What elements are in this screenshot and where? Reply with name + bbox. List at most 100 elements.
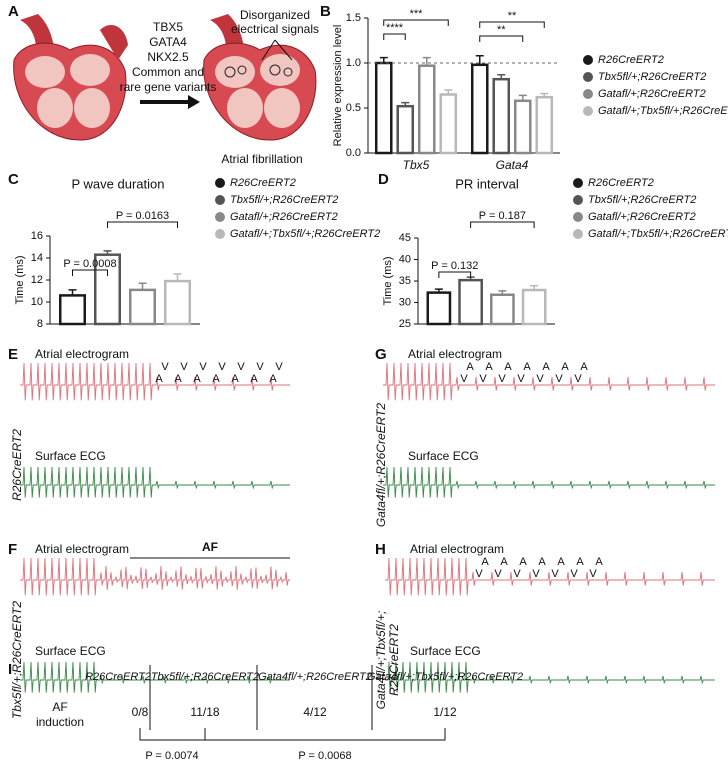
error-bar: [68, 289, 77, 296]
y-axis-label: Time (ms): [382, 256, 394, 305]
marker-label: V: [275, 361, 283, 373]
legend-swatch: [583, 106, 593, 116]
genotype-label: Gata4fl/+;Tbx5fl/+;: [374, 611, 388, 710]
genotype-label: R26CreERT2: [10, 429, 24, 501]
heart: [203, 42, 317, 141]
error-bar: [434, 288, 443, 293]
marker-label: V: [161, 361, 169, 373]
marker-label: A: [481, 556, 489, 568]
panel-label: G: [375, 346, 387, 363]
marker-label: A: [174, 373, 182, 385]
y-tick-label: 1.5: [346, 12, 361, 24]
marker-label: V: [256, 361, 264, 373]
y-tick-label: 8: [37, 318, 43, 330]
marker-label: V: [574, 373, 582, 385]
gene: GATA4: [149, 35, 187, 49]
error-bar: [379, 56, 388, 63]
error-bar: [444, 89, 453, 95]
chamber: [264, 88, 300, 128]
significance: P = 0.132: [431, 260, 478, 272]
af-label: AF: [202, 540, 218, 554]
marker-label: A: [504, 361, 512, 373]
genotype-header: Gata4fl/+;Tbx5fl/+;R26CreERT2: [367, 671, 523, 683]
marker-label: V: [475, 568, 483, 580]
legend-label: Tbx5fl/+;R26CreERT2: [230, 194, 338, 206]
trace: [20, 362, 290, 401]
marker-label: A: [523, 361, 531, 373]
trace-label: Surface ECG: [35, 644, 106, 658]
error-bar: [518, 94, 527, 101]
x-tick-label: Gata4: [496, 158, 529, 172]
marker-label: A: [542, 361, 550, 373]
y-tick-label: 45: [399, 232, 411, 244]
schematic-text: TBX5 GATA4 NKX2.5 Common and rare gene v…: [120, 8, 319, 166]
marker-label: V: [570, 568, 578, 580]
panel-label: H: [375, 541, 386, 558]
callout: electrical signals: [231, 22, 319, 36]
marker-label: V: [494, 568, 502, 580]
marker-label: A: [538, 556, 546, 568]
genotype-label: Gata4fl/+;R26CreERT2: [374, 403, 388, 527]
x-tick-label: Tbx5: [403, 158, 430, 172]
chart-title: P wave duration: [72, 176, 165, 191]
bar: [490, 293, 515, 326]
marker-label: V: [517, 373, 525, 385]
legend-swatch: [573, 195, 583, 205]
marker-label: A: [580, 361, 588, 373]
y-tick-label: 25: [399, 318, 411, 330]
gene-note: Common and: [132, 65, 204, 79]
y-tick-label: 12: [31, 274, 43, 286]
marker-label: A: [561, 361, 569, 373]
error-bar: [401, 101, 410, 107]
bar: [374, 61, 393, 155]
marker-label: A: [193, 373, 201, 385]
error-bar: [103, 250, 112, 255]
marker-label: A: [519, 556, 527, 568]
bar: [426, 291, 452, 326]
y-axis-label: Time (ms): [14, 255, 26, 304]
bracket: [438, 271, 472, 278]
marker-label: V: [237, 361, 245, 373]
legend-label: R26CreERT2: [230, 177, 296, 189]
bar: [129, 288, 156, 326]
comparison: P = 0.0074: [145, 750, 198, 762]
swirl: [224, 66, 236, 78]
marker-label: A: [466, 361, 474, 373]
marker-label: V: [532, 568, 540, 580]
gene-note: rare gene variants: [120, 80, 217, 94]
legend-label: Gatafl/+;Tbx5fl/+;R26CreERT2: [588, 228, 728, 240]
legend-label: Gatafl/+;R26CreERT2: [588, 211, 696, 223]
legend-swatch: [583, 89, 593, 99]
trace-label: Surface ECG: [35, 449, 106, 463]
bar: [439, 93, 458, 155]
bracket: [204, 728, 446, 741]
significance: P = 0.0163: [116, 210, 169, 222]
y-tick-label: 40: [399, 253, 411, 265]
marker-label: V: [199, 361, 207, 373]
schematic-art: [13, 14, 317, 141]
trace-label: Surface ECG: [408, 449, 479, 463]
panel-label: B: [320, 3, 331, 20]
marker-label: A: [231, 373, 239, 385]
error-bar: [540, 92, 549, 98]
bar: [94, 253, 121, 326]
genotype-label: R26CreERT2: [387, 624, 401, 696]
swirl: [237, 65, 247, 75]
marker-label: V: [513, 568, 521, 580]
bar: [470, 63, 489, 155]
legend-label: Gatafl/+;R26CreERT2: [598, 88, 706, 100]
marker-label: A: [576, 556, 584, 568]
af-count: 0/8: [132, 705, 149, 719]
chamber: [25, 56, 65, 88]
legend-label: Gatafl/+;Tbx5fl/+;R26CreERT2: [598, 105, 728, 117]
bar: [417, 64, 436, 155]
bar: [513, 99, 532, 155]
legend-swatch: [583, 55, 593, 65]
vessel: [100, 25, 128, 60]
trace: [385, 557, 715, 596]
y-axis-label: Relative expression level: [332, 25, 344, 147]
chart-title: PR interval: [455, 176, 519, 191]
trace-label: Atrial electrogram: [35, 542, 129, 556]
arrow: [188, 95, 200, 109]
bar: [59, 294, 86, 326]
